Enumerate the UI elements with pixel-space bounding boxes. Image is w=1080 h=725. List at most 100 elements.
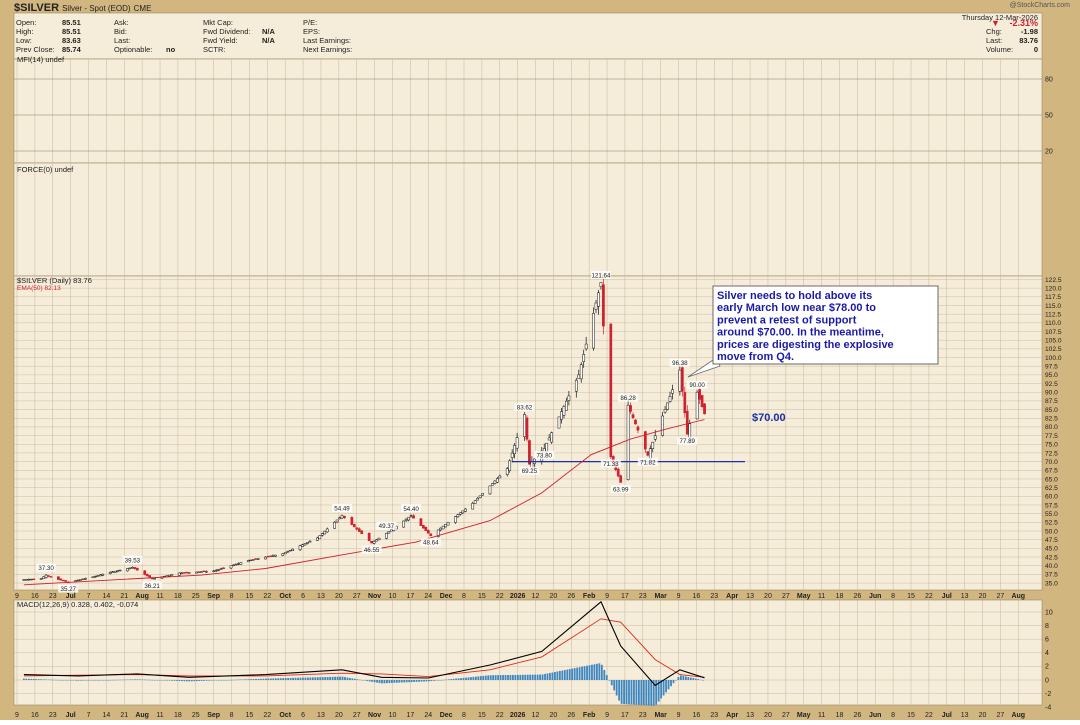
- price-tick-label: 75.0: [1045, 442, 1058, 449]
- histogram-bar: [603, 669, 606, 680]
- candle-body: [128, 567, 132, 569]
- price-tick-label: 122.5: [1045, 277, 1062, 284]
- candle-body: [661, 415, 664, 436]
- x-tick-label: Aug: [1011, 593, 1025, 600]
- candle-body: [251, 559, 255, 561]
- histogram-bar: [642, 680, 645, 706]
- candle-body: [335, 519, 339, 523]
- x-tick-label: Jul: [942, 712, 952, 719]
- histogram-bar: [452, 678, 455, 680]
- candle-body: [291, 548, 295, 551]
- histogram-bar: [477, 676, 480, 680]
- histogram-bar: [470, 677, 472, 680]
- histogram-bar: [418, 680, 420, 682]
- quote-label: Optionable:: [114, 45, 153, 54]
- price-label-bg: [36, 563, 57, 572]
- x-tick-label: 20: [550, 593, 558, 600]
- histogram-bar: [400, 680, 403, 683]
- candle-body: [135, 567, 139, 571]
- histogram-bar: [324, 677, 327, 680]
- quote-label: Low:: [16, 36, 32, 45]
- histogram-bar: [497, 675, 500, 680]
- quote-label: Last:: [986, 36, 1002, 45]
- histogram-bar: [408, 680, 411, 683]
- price-label: 83.62: [517, 404, 533, 411]
- candle-body: [513, 445, 516, 455]
- x-tick-label: 9: [605, 712, 609, 719]
- histogram-bar: [22, 678, 25, 680]
- x-tick-label: Jun: [869, 712, 881, 719]
- histogram-bar: [410, 680, 413, 683]
- histogram-bar: [282, 678, 285, 680]
- candle-body: [441, 525, 445, 530]
- price-label: 77.89: [680, 438, 696, 445]
- histogram-bar: [549, 672, 551, 680]
- candle-body: [239, 562, 243, 565]
- candle-body: [666, 402, 669, 410]
- histogram-bar: [171, 680, 173, 681]
- histogram-bar: [657, 680, 660, 702]
- candle-body: [214, 569, 218, 572]
- price-tick-label: 82.5: [1045, 416, 1058, 423]
- candle-body: [668, 396, 672, 402]
- histogram-bar: [460, 678, 462, 680]
- x-tick-label: 8: [891, 593, 895, 600]
- histogram-bar: [514, 674, 517, 680]
- candle-body: [429, 533, 433, 536]
- histogram-bar: [428, 680, 430, 682]
- histogram-bar: [633, 680, 635, 705]
- candle-body: [197, 571, 201, 573]
- candle-body: [74, 580, 78, 582]
- force-panel: [13, 162, 1043, 277]
- histogram-bar: [366, 680, 369, 681]
- histogram-bar: [45, 679, 47, 680]
- histogram-bar: [331, 676, 334, 680]
- price-label-bg: [332, 503, 353, 512]
- price-label: 90.00: [689, 382, 705, 389]
- candle-body: [387, 531, 391, 534]
- exchange: CME: [133, 4, 152, 13]
- candle-body: [64, 580, 68, 582]
- candle-body: [187, 572, 191, 574]
- histogram-bar: [82, 680, 85, 681]
- histogram-bar: [277, 678, 280, 680]
- candle-body: [131, 567, 134, 569]
- histogram-bar: [492, 675, 495, 680]
- price-label-bg: [600, 459, 621, 468]
- candle-body: [298, 545, 302, 551]
- histogram-bar: [571, 668, 574, 680]
- histogram-bar: [42, 679, 45, 680]
- x-tick-label: 22: [496, 593, 504, 600]
- histogram-bar: [415, 680, 418, 682]
- price-label: 39.53: [125, 557, 141, 564]
- histogram-bar: [166, 680, 169, 681]
- x-axis-price: 9 16 23 Jul 7 14 21 Aug 11 18 25 Sep 8 15 22 Oct 6 13 20 27…: [15, 593, 1025, 600]
- x-tick-label: Nov: [368, 593, 381, 600]
- x-tick-label: 26: [853, 712, 861, 719]
- price-label: 63.99: [613, 486, 629, 493]
- candle-body: [94, 575, 97, 578]
- mfi-axis: 20 50 80: [1045, 76, 1053, 155]
- candle-body: [609, 323, 613, 458]
- histogram-bar: [289, 677, 292, 680]
- price-tick-label: 107.5: [1045, 329, 1062, 336]
- histogram-bar: [398, 680, 401, 683]
- x-tick-label: 22: [263, 593, 271, 600]
- candle-body: [476, 498, 479, 501]
- price-tick-label: 47.5: [1045, 537, 1058, 544]
- watermark: @StockCharts.com: [1009, 2, 1070, 9]
- histogram-bar: [336, 676, 339, 680]
- candle-body: [643, 431, 647, 450]
- x-tick-label: Aug: [1011, 712, 1025, 719]
- candle-body: [426, 530, 430, 534]
- histogram-bar: [294, 677, 297, 680]
- x-tick-label: 15: [246, 712, 254, 719]
- price-tick-label: 77.5: [1045, 433, 1058, 440]
- histogram-bar: [205, 680, 208, 681]
- x-tick-label: Nov: [368, 712, 381, 719]
- candle-body: [271, 555, 275, 557]
- price-label-bg: [361, 545, 382, 554]
- x-tick-label: 12: [532, 712, 540, 719]
- candle-body: [200, 571, 203, 573]
- candle-body: [695, 391, 699, 420]
